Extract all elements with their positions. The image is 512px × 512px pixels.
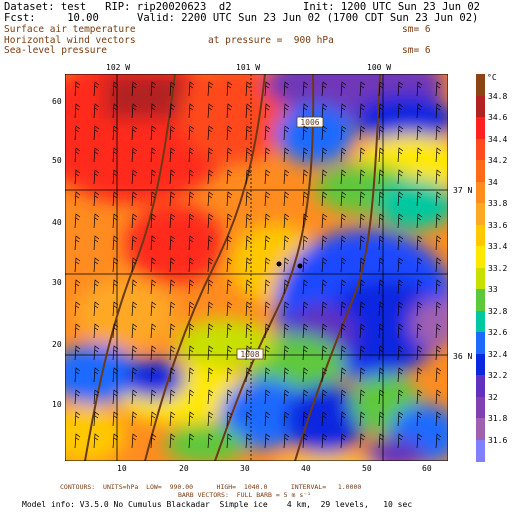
y-tick-20: 20 <box>52 340 62 349</box>
lon-label-100w: 100 W <box>367 63 392 72</box>
y-tick-40: 40 <box>52 218 62 227</box>
colorbar-tick-label: 32.8 <box>488 306 508 316</box>
colorbar-swatch <box>476 246 485 268</box>
x-tick-40: 40 <box>301 464 311 473</box>
temperature-map: 1006 1008 <box>65 74 448 461</box>
colorbar-tick-label: 32.6 <box>488 328 508 337</box>
colorbar-tick-label: 33 <box>488 285 498 294</box>
colorbar-swatch <box>476 332 485 354</box>
isobar-label-1006: 1006 <box>300 118 319 127</box>
colorbar-tick-label: 32.2 <box>488 371 508 380</box>
colorbar-swatch <box>476 224 485 247</box>
colorbar-swatch <box>476 353 485 376</box>
lon-label-102w: 102 W <box>106 63 131 72</box>
y-tick-30: 30 <box>52 278 62 287</box>
colorbar-swatch <box>476 138 485 161</box>
x-tick-50: 50 <box>362 464 372 473</box>
colorbar-swatch <box>476 117 485 139</box>
barb-info: BARB VECTORS: FULL BARB = 5 m s⁻¹ <box>178 491 312 499</box>
colorbar-tick-label: 34.4 <box>488 134 508 144</box>
colorbar-tick-label: 31.8 <box>488 414 508 423</box>
fcst-line: Fcst: 10.00 <box>4 12 99 24</box>
colorbar-tick-label: 33.4 <box>488 242 508 251</box>
colorbar-tick-label: 34 <box>488 177 498 187</box>
colorbar-tick-label: 32.4 <box>488 349 508 359</box>
colorbar-swatch <box>476 95 485 118</box>
colorbar-tick-label: 33.8 <box>488 199 508 208</box>
colorbar-unit: °C <box>487 73 497 82</box>
colorbar-swatch <box>476 181 485 204</box>
x-tick-60: 60 <box>422 464 432 473</box>
colorbar-tick-label: 34.8 <box>488 91 508 101</box>
colorbar-tick-label: 32 <box>488 392 498 402</box>
x-tick-10: 10 <box>117 464 127 473</box>
colorbar-swatch <box>476 310 485 333</box>
x-tick-30: 30 <box>240 464 250 473</box>
colorbar-swatch <box>476 289 485 311</box>
colorbar-tick-label: 34.6 <box>488 113 508 122</box>
field-slp: Sea-level pressure <box>4 45 107 56</box>
x-tick-20: 20 <box>179 464 189 473</box>
contours-info: CONTOURS: UNITS=hPa LOW= 990.00 HIGH= 10… <box>60 483 362 491</box>
pressure-level: at pressure = 900 hPa <box>208 35 334 46</box>
dataset-line: Dataset: test RIP: rip20020623 d2 <box>4 1 232 13</box>
lat-label-36n: 36 N <box>453 352 473 361</box>
y-tick-50: 50 <box>52 156 62 165</box>
colorbar-swatch <box>476 160 485 182</box>
colorbar-tick-label: 33.2 <box>488 263 508 273</box>
colorbar-tick-label: 33.6 <box>488 220 508 230</box>
colorbar-swatch <box>476 375 485 397</box>
colorbar-tick-label: 31.6 <box>488 435 508 445</box>
y-tick-60: 60 <box>52 97 62 106</box>
colorbar-swatch <box>476 74 485 96</box>
field-wind: Horizontal wind vectors <box>4 35 136 46</box>
colorbar-swatch <box>476 203 485 225</box>
sm-label-2: sm= 6 <box>402 45 431 56</box>
valid-line: Valid: 2200 UTC Sun 23 Jun 02 (1700 CDT … <box>137 12 479 24</box>
colorbar-swatch <box>476 396 485 419</box>
model-info: Model info: V3.5.0 No Cumulus Blackadar … <box>22 500 413 509</box>
colorbar-swatch <box>476 439 485 462</box>
sm-label-1: sm= 6 <box>402 24 431 35</box>
isobar-label-1008: 1008 <box>240 350 259 359</box>
y-tick-10: 10 <box>52 400 62 409</box>
colorbar-swatch <box>476 267 485 290</box>
field-temperature: Surface air temperature <box>4 24 136 35</box>
colorbar <box>476 74 485 462</box>
init-line: Init: 1200 UTC Sun 23 Jun 02 <box>303 1 481 13</box>
lat-label-37n: 37 N <box>453 186 473 195</box>
wind-barbs <box>74 81 442 449</box>
colorbar-tick-label: 34.2 <box>488 156 508 165</box>
lon-label-101w: 101 W <box>236 63 261 72</box>
colorbar-swatch <box>476 418 485 440</box>
